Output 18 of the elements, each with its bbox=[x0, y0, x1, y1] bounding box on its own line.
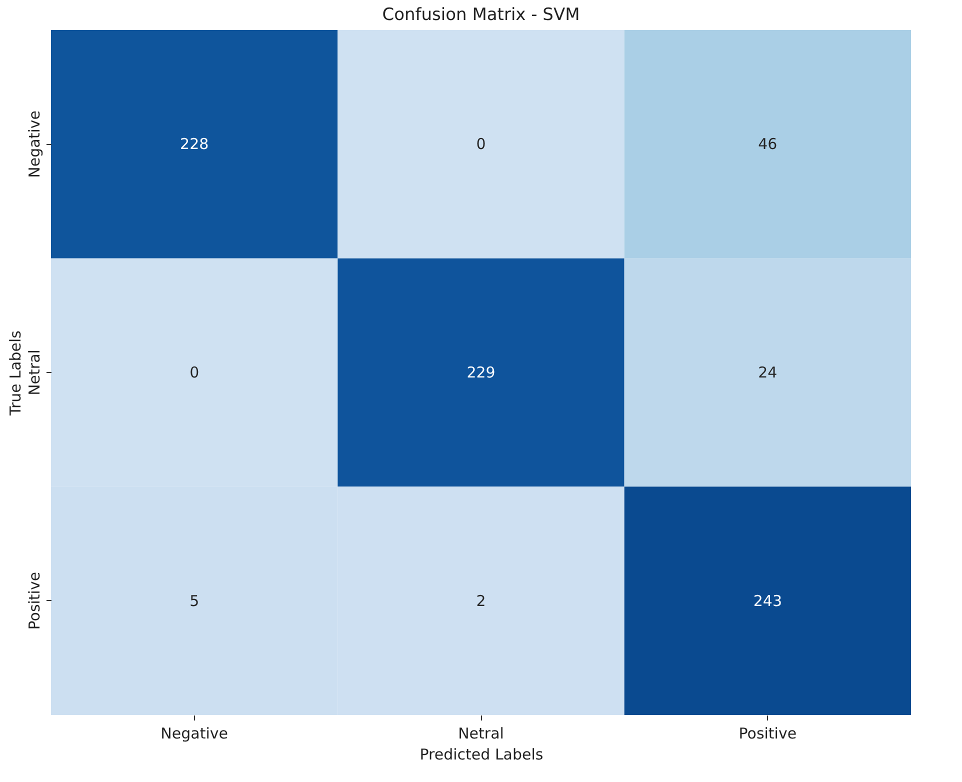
data-label: 228 bbox=[180, 135, 209, 154]
y-tick-label: Positive bbox=[26, 572, 44, 630]
data-label: 5 bbox=[190, 592, 200, 610]
data-label: 229 bbox=[466, 364, 496, 382]
chart-title: Confusion Matrix - SVM bbox=[382, 5, 580, 25]
x-tick-label: Netral bbox=[458, 724, 504, 742]
x-tick-label: Positive bbox=[738, 724, 797, 742]
y-tick-label: Netral bbox=[26, 350, 44, 396]
x-tick-label: Negative bbox=[160, 724, 228, 742]
y-tick-label: Negative bbox=[26, 110, 44, 178]
x-axis-title: Predicted Labels bbox=[420, 746, 544, 764]
data-label: 2 bbox=[476, 592, 486, 610]
data-label: 243 bbox=[753, 592, 782, 610]
data-label: 24 bbox=[758, 364, 778, 382]
data-label: 46 bbox=[758, 135, 778, 154]
data-label: 0 bbox=[190, 364, 200, 382]
data-label: 0 bbox=[476, 135, 486, 154]
y-axis-title: True Labels bbox=[6, 330, 24, 416]
